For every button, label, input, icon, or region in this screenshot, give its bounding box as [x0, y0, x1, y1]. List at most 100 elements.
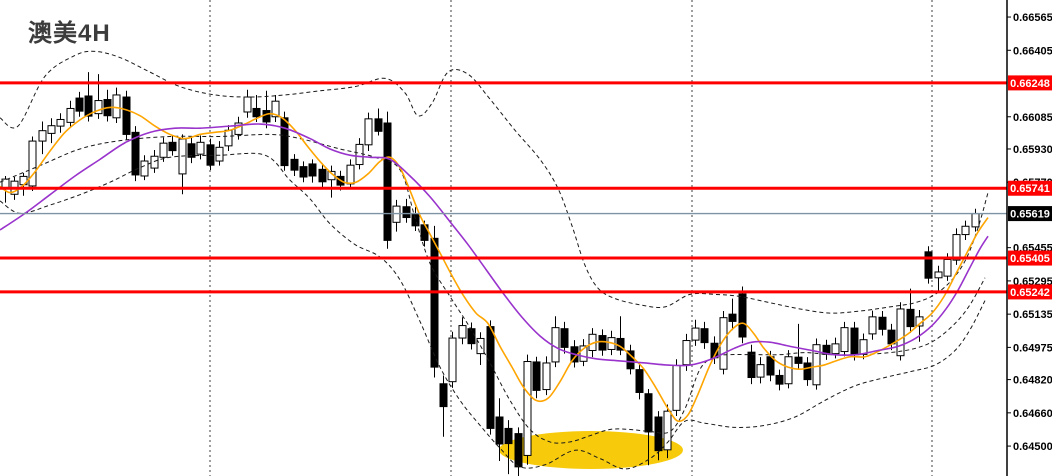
candle-bullish — [719, 317, 728, 370]
candle-bearish — [187, 143, 196, 158]
candle-bullish — [812, 344, 821, 386]
candle-bearish — [495, 416, 504, 445]
envelope-lower-band — [0, 152, 986, 470]
candle-bullish — [952, 234, 961, 261]
price-tick-label: 0.64820 — [1013, 375, 1052, 387]
highlight-layer — [499, 431, 683, 469]
candle-bearish — [532, 361, 541, 391]
candle-bearish — [308, 163, 317, 177]
candle-bullish — [542, 362, 551, 391]
candle-bearish — [878, 316, 887, 330]
candle-bearish — [775, 374, 784, 385]
level-price-label: 0.66248 — [1010, 78, 1050, 90]
candle-bullish — [38, 130, 47, 142]
candle-bearish — [654, 416, 663, 452]
candle-bearish — [486, 326, 495, 429]
candle-bullish — [224, 129, 233, 147]
candle-bullish — [523, 361, 532, 456]
candle-bearish — [766, 356, 775, 376]
level-price-box — [1008, 75, 1052, 91]
candle-bearish — [402, 206, 411, 219]
candle-bearish — [252, 107, 261, 118]
ma-slow-line — [0, 123, 989, 367]
candle-bullish — [831, 343, 840, 355]
candle-bearish — [560, 328, 569, 348]
candle-bearish — [411, 213, 420, 227]
price-tick-label: 0.64500 — [1013, 441, 1052, 453]
candle-bullish — [243, 96, 252, 113]
candle-bearish — [374, 118, 383, 132]
candle-bullish — [364, 118, 373, 146]
candle-bullish — [215, 146, 224, 162]
candle-bearish — [728, 313, 737, 322]
candle-bullish — [896, 308, 905, 357]
price-axis[interactable]: 0.665650.664050.660850.659300.657700.654… — [1006, 0, 1052, 476]
candle-bullish — [159, 142, 168, 158]
candle-bearish — [430, 237, 439, 368]
candle-bearish — [738, 293, 747, 338]
level-price-label: 0.65242 — [1010, 287, 1050, 299]
candle-bullish — [961, 225, 970, 236]
candle-bearish — [906, 308, 915, 328]
candle-bullish — [355, 143, 364, 166]
candle-bearish — [290, 158, 299, 171]
price-tick-label: 0.65135 — [1013, 309, 1052, 321]
candle-bearish — [504, 427, 513, 445]
candle-bearish — [598, 335, 607, 351]
candle-bullish — [66, 107, 75, 123]
price-tick-label: 0.64660 — [1013, 408, 1052, 420]
candle-bearish — [122, 96, 131, 135]
candle-bullish — [28, 140, 37, 187]
candle-bearish — [75, 97, 84, 112]
candle-bullish — [271, 100, 280, 118]
price-levels-layer — [0, 81, 1007, 294]
candle-bearish — [299, 166, 308, 178]
candle-bearish — [700, 328, 709, 344]
current-price-label: 0.65619 — [1010, 209, 1050, 221]
candle-bullish — [691, 327, 700, 341]
candle-bullish — [579, 345, 588, 362]
level-price-box — [1008, 250, 1052, 266]
candle-bearish — [803, 362, 812, 381]
candle-bearish — [168, 141, 177, 152]
candle-bearish — [635, 369, 644, 393]
candle-bullish — [346, 164, 355, 185]
level-price-label: 0.65741 — [1010, 183, 1050, 195]
candle-bullish — [94, 100, 103, 115]
candle-bullish — [784, 356, 793, 385]
price-tick-label: 0.65930 — [1013, 144, 1052, 156]
level-price-box — [1008, 180, 1052, 196]
highlight-ellipse — [499, 431, 683, 469]
candle-bullish — [943, 259, 952, 277]
candle-bearish — [318, 168, 327, 183]
candle-bullish — [756, 364, 765, 378]
price-tick-label: 0.64975 — [1013, 342, 1052, 354]
candle-bearish — [280, 117, 289, 167]
candle-bearish — [887, 329, 896, 345]
candle-bullish — [458, 325, 467, 339]
candle-bearish — [467, 328, 476, 345]
candle-bullish — [934, 271, 943, 279]
candle-bearish — [794, 356, 803, 364]
candle-bullish — [868, 316, 877, 335]
candle-bullish — [840, 327, 849, 353]
candle-bearish — [383, 122, 392, 241]
candle-bearish — [262, 110, 271, 123]
candle-bearish — [514, 433, 523, 468]
candle-bullish — [140, 160, 149, 177]
current-price-box — [1008, 206, 1052, 222]
candle-bullish — [112, 94, 121, 119]
candle-bearish — [131, 131, 140, 176]
candle-bearish — [924, 251, 933, 279]
price-tick-label: 0.66405 — [1013, 45, 1052, 57]
candle-bullish — [971, 213, 980, 228]
candle-bearish — [850, 327, 859, 356]
separator-layer — [209, 0, 933, 476]
candle-bullish — [47, 125, 56, 134]
chart-title: 澳美4H — [28, 19, 111, 47]
moving-average-layer — [0, 106, 989, 423]
candle-bearish — [644, 393, 653, 433]
candle-bullish — [56, 118, 65, 127]
